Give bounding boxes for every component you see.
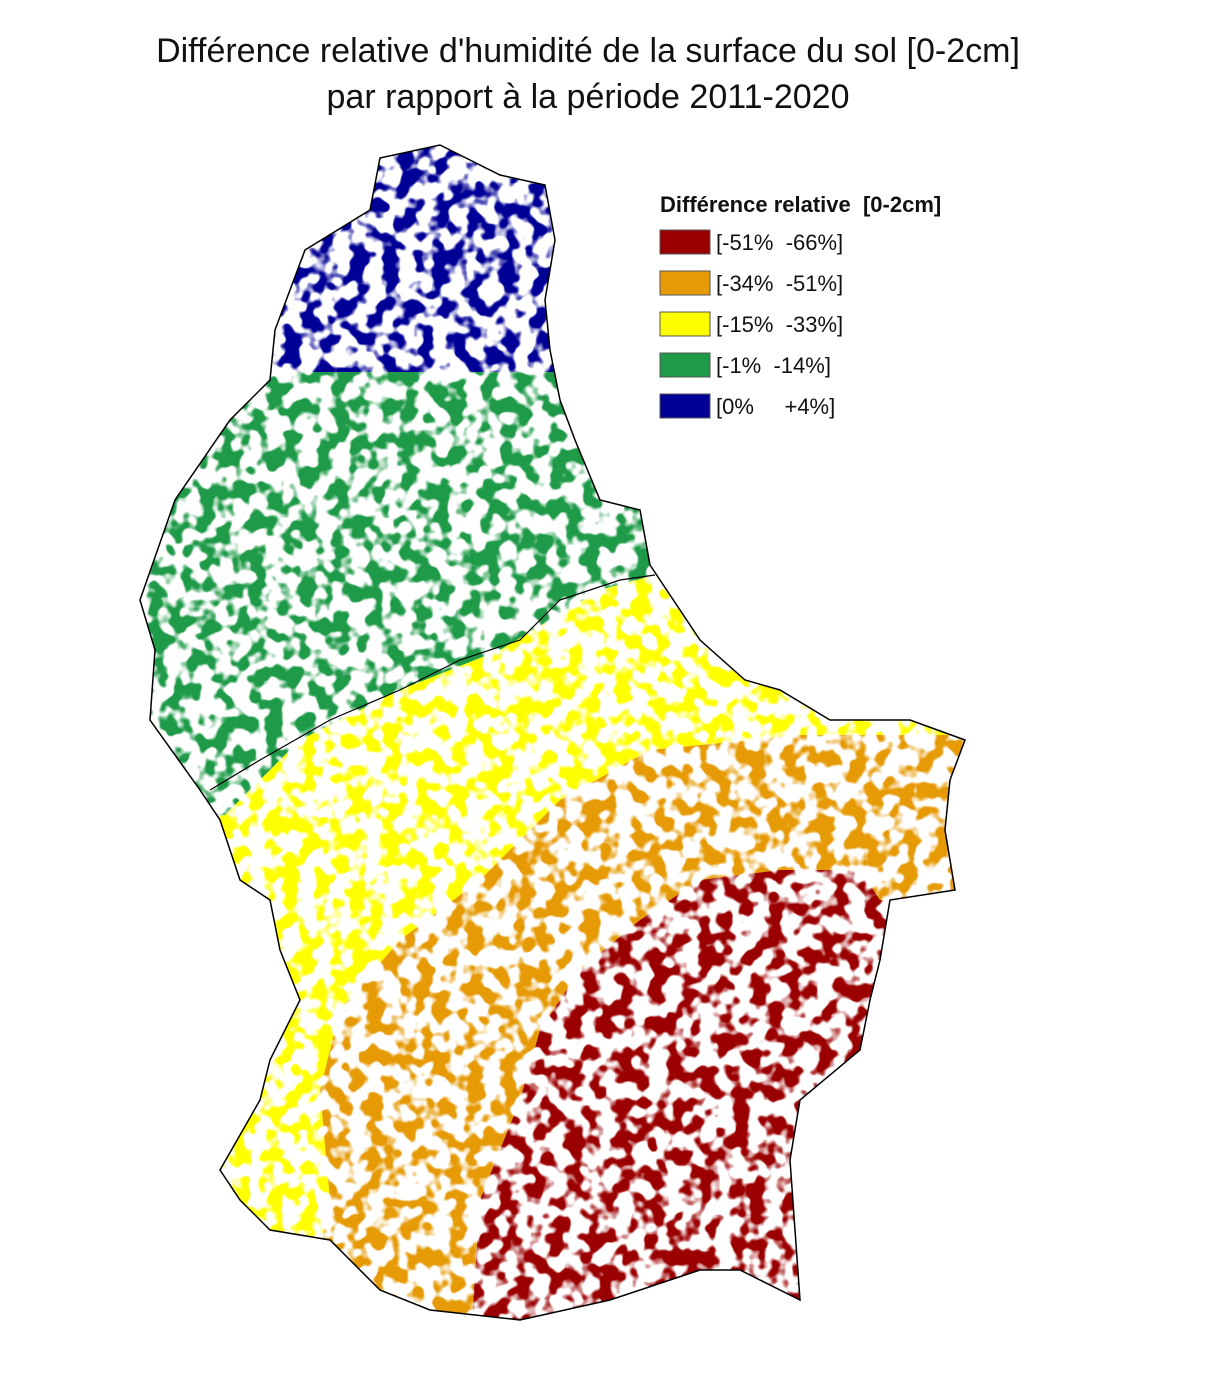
legend-label: [-1% -14%] bbox=[716, 353, 831, 378]
legend-label: [-15% -33%] bbox=[716, 312, 843, 337]
legend-swatch bbox=[659, 229, 711, 255]
legend-swatch bbox=[659, 352, 711, 378]
legend-title: Différence relative [0-2cm] bbox=[660, 192, 941, 217]
country-outline bbox=[139, 144, 966, 1321]
legend-swatch bbox=[659, 270, 711, 296]
title-line: par rapport à la période 2011-2020 bbox=[327, 78, 850, 116]
region-boundary bbox=[209, 574, 656, 791]
legend-label: [-34% -51%] bbox=[716, 271, 843, 296]
title-line: Différence relative d'humidité de la sur… bbox=[156, 32, 1020, 70]
legend: Différence relative [0-2cm] [-51% -66%] [… bbox=[659, 192, 941, 419]
legend-swatch bbox=[659, 393, 711, 419]
legend-label: [0% +4%] bbox=[716, 394, 835, 419]
legend-label: [-51% -66%] bbox=[716, 230, 843, 255]
legend-swatch bbox=[659, 311, 711, 337]
map-texture bbox=[140, 145, 965, 1320]
